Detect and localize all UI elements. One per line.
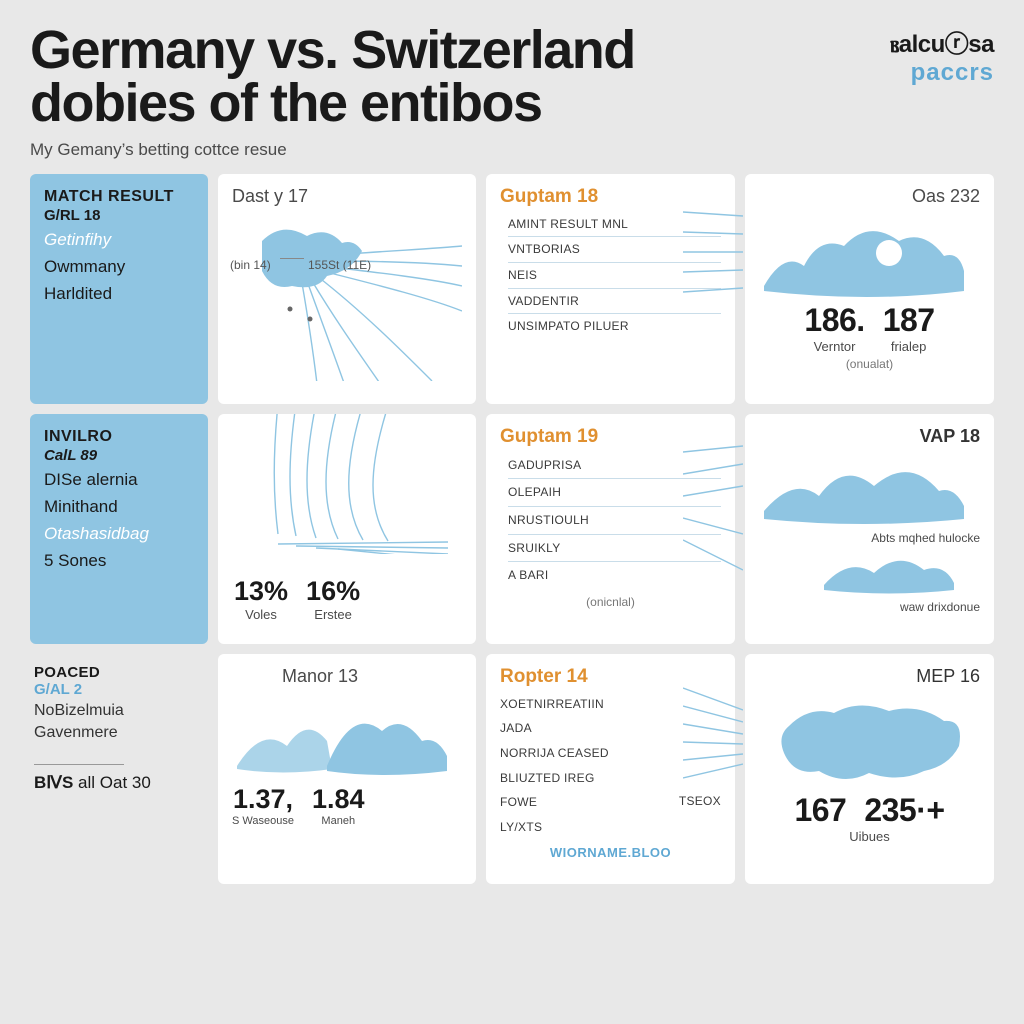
sidebar1-sub: G/RL 18 [44,207,194,224]
r3a-big-right: 1.84 [312,784,365,815]
r3b-c1-4: FOWE [500,790,655,815]
content-grid: MATCH RESULT G/RL 18 Getinfihy Owmmany H… [30,174,994,884]
sidebar-card-2: INVILRO CalL 89 DISe alernia Minithand O… [30,414,208,644]
sidebar1-head: MATCH RESULT [44,188,194,206]
twin-mountain-icon [232,691,452,781]
title-block: Germany vs. Switzerland dobies of the en… [30,24,890,160]
sidebar2-line3: 5 Sones [44,550,194,572]
main-title-line2: dobies of the entibos [30,77,890,130]
r2c-cap1: Abts mqhed hulocke [759,531,980,545]
r1c-big-right: 187 [883,302,935,339]
connector-lines-icon [683,680,743,850]
sidebar3-line0: NoBizelmuia [34,702,204,720]
sidebar-card-1: MATCH RESULT G/RL 18 Getinfihy Owmmany H… [30,174,208,404]
sidebar2-line2: Otashasidbag [44,523,194,545]
row3-cell-a: Manor 13 1.37, S Waseouse 1.84 Maneh [218,654,476,884]
sidebar2-sub: CalL 89 [44,447,194,464]
sidebar2-line0: DISe alernia [44,469,194,491]
sidebar-card-3: POACED G/AL 2 NoBizelmuia Gavenmere BⅣS … [30,654,208,884]
region-map-icon [759,691,969,791]
connector-lines-icon [683,442,743,602]
brand-logo: ⲃalcuⓡsa paccrs [890,24,994,87]
r3b-c1-3: BLIUZTED IREG [500,766,655,791]
globe-map-icon [232,211,462,381]
header: Germany vs. Switzerland dobies of the en… [30,24,994,160]
row2-cell-a: 13% Voles 16% Erstee [218,414,476,644]
connector-lines-icon [683,204,743,354]
r1c-cap-right: frialep [883,339,935,354]
r3a-cap-right: Maneh [312,815,365,827]
r3c-cap: Uibues [759,829,980,844]
mountain-small-icon [819,545,959,595]
flow-lines-icon [218,414,448,554]
r3c-big-left: 167 [794,792,846,829]
r1c-note: (onualat) [759,357,980,371]
row1-cell-a: Dast y 17 (bin 14) 155St (11E) [218,174,476,404]
r2a-pct-left: 13% [234,576,288,607]
subtitle: My Gemany’s betting cottce resue [30,140,890,160]
mountain-badge-icon [759,211,969,301]
r2a-cap-left: Voles [234,607,288,622]
main-title-line1: Germany vs. Switzerland [30,24,890,77]
row1-cell-c: Oas 232 186. Verntor 187 frialep (onuala… [745,174,994,404]
sidebar2-head: INVILRO [44,428,194,446]
row1-cell-b: Guptam 18 AMINT RESULT MNL VNTBORIAS NEI… [486,174,735,404]
sidebar3-head: POACED [34,664,204,681]
r3b-c1-0: XOETNIRREATIIN [500,692,655,717]
r3a-cap-left: S Waseouse [232,815,294,827]
r1a-tick-left: (bin 14) [230,258,271,272]
sidebar1-line0: Getinfihy [44,229,194,251]
r1c-cap-left: Verntor [804,339,864,354]
r3b-c1-2: NORRIJA CEASED [500,741,655,766]
logo-bottom-text: paccrs [890,59,994,87]
sidebar1-line2: Harldited [44,283,194,305]
r2a-pct-right: 16% [306,576,360,607]
r3c-big-right: 235·+ [864,792,944,829]
r3b-c1-5: LY/XTS [500,815,655,840]
row2-cell-c: VAP 18 Abts mqhed hulocke waw drixdonue [745,414,994,644]
row2-cell-b: Guptam 19 GADUPRISA OLEPAIH NRUSTIOULH S… [486,414,735,644]
r3a-title: Manor 13 [282,666,462,687]
sidebar2-line1: Minithand [44,496,194,518]
r3c-title: MEP 16 [759,666,980,687]
tick-connector [280,258,304,259]
footer-bold: BⅣS [34,773,73,792]
r2c-title: VAP 18 [759,426,980,447]
sidebar3-sub: G/AL 2 [34,681,204,698]
r1a-title: Dast y 17 [232,186,462,207]
footer-rest: all Oat 30 [73,773,151,792]
sidebar1-line1: Owmmany [44,256,194,278]
footer-left: BⅣS all Oat 30 [34,773,204,793]
r1c-title: Oas 232 [759,186,980,207]
sidebar3-line1: Gavenmere [34,724,204,742]
r1a-tick-right: 155St (11E) [308,258,371,272]
r2a-cap-right: Erstee [306,607,360,622]
mountain-large-icon [759,451,969,526]
row3-cell-b: Ropter 14 XOETNIRREATIIN JADA NORRIJA CE… [486,654,735,884]
logo-top-text: ⲃalcuⓡsa [890,24,994,59]
r1c-big-left: 186. [804,302,864,339]
divider [34,764,124,765]
row3-cell-c: MEP 16 167 235·+ Uibues [745,654,994,884]
r2c-cap2: waw drixdonue [759,600,980,614]
r3a-big-left: 1.37, [232,784,294,815]
r3b-c1-1: JADA [500,716,655,741]
